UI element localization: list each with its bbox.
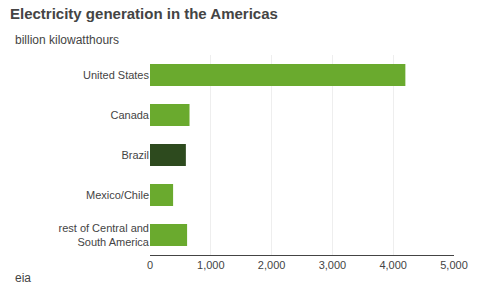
svg-text:Brazil: Brazil	[121, 149, 149, 161]
svg-text:0: 0	[147, 259, 153, 271]
svg-text:Canada: Canada	[110, 109, 149, 121]
svg-text:4,000: 4,000	[379, 259, 407, 271]
svg-text:rest of Central andSouth Ameri: rest of Central andSouth America	[59, 222, 150, 248]
svg-text:United States: United States	[83, 69, 150, 81]
svg-text:2,000: 2,000	[258, 259, 286, 271]
svg-text:3,000: 3,000	[319, 259, 347, 271]
svg-text:billion kilowatthours: billion kilowatthours	[15, 33, 119, 47]
svg-text:Mexico/Chile: Mexico/Chile	[86, 189, 149, 201]
svg-text:eia: eia	[15, 271, 31, 285]
svg-text:5,000: 5,000	[440, 259, 468, 271]
svg-text:1,000: 1,000	[197, 259, 225, 271]
svg-text:Electricity generation in the: Electricity generation in the Americas	[10, 5, 278, 22]
